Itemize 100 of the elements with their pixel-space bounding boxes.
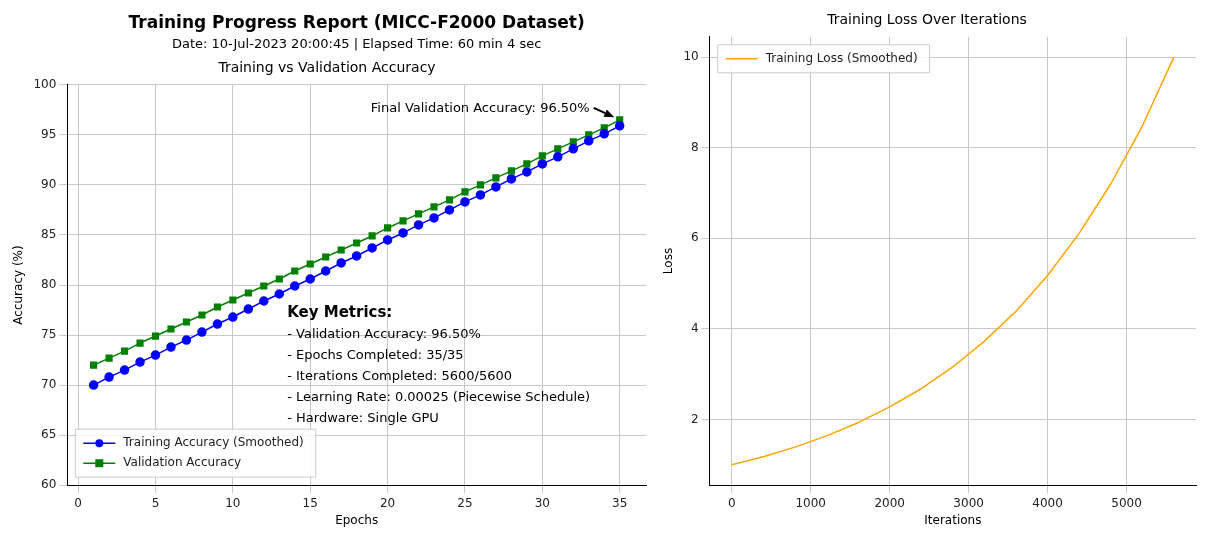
point bbox=[399, 217, 407, 225]
legend-label: Training Loss (Smoothed) bbox=[764, 50, 918, 65]
annotation: - Hardware: Single GPU bbox=[287, 410, 439, 426]
point bbox=[320, 266, 331, 276]
point bbox=[306, 260, 314, 268]
point bbox=[198, 311, 206, 319]
point bbox=[537, 159, 548, 169]
point bbox=[337, 246, 345, 254]
point bbox=[243, 304, 254, 314]
point bbox=[584, 136, 594, 146]
y-tick-label: 70 bbox=[41, 377, 57, 392]
legend-label: Validation Accuracy bbox=[123, 455, 242, 470]
point bbox=[259, 296, 269, 306]
x-tick-label: 30 bbox=[534, 495, 550, 510]
y-tick-label: 65 bbox=[41, 427, 57, 442]
point bbox=[414, 210, 423, 218]
y-tick-label: 100 bbox=[33, 76, 57, 91]
x-tick-label: 5000 bbox=[1111, 495, 1142, 510]
point bbox=[368, 232, 376, 240]
point bbox=[213, 303, 221, 311]
point bbox=[614, 121, 625, 131]
point bbox=[353, 239, 361, 247]
y-tick-label: 80 bbox=[41, 277, 57, 292]
point bbox=[229, 296, 237, 304]
point bbox=[275, 275, 283, 283]
y-tick-label: 2 bbox=[691, 411, 699, 426]
y-axis-title: Accuracy (%) bbox=[11, 245, 26, 325]
point bbox=[305, 274, 315, 284]
point bbox=[119, 365, 130, 375]
point bbox=[136, 339, 144, 347]
point bbox=[336, 258, 346, 268]
point bbox=[228, 312, 238, 322]
x-tick-label: 3000 bbox=[953, 495, 984, 510]
point bbox=[351, 251, 362, 261]
x-tick-label: 0 bbox=[74, 495, 82, 510]
y-axis-title: Loss bbox=[661, 247, 676, 275]
point bbox=[568, 144, 579, 154]
point bbox=[444, 205, 455, 215]
chart-title: Training vs Validation Accuracy bbox=[217, 59, 436, 76]
point bbox=[182, 318, 191, 326]
point bbox=[569, 138, 577, 146]
point bbox=[460, 197, 470, 207]
point bbox=[212, 319, 223, 329]
point bbox=[104, 372, 114, 382]
point bbox=[135, 357, 145, 367]
point bbox=[322, 253, 330, 261]
x-tick-label: 2000 bbox=[874, 495, 905, 510]
x-tick-label: 35 bbox=[612, 495, 628, 510]
x-tick-label: 5 bbox=[151, 495, 160, 510]
point bbox=[382, 235, 393, 245]
point bbox=[398, 228, 408, 238]
chart-title: Training Loss Over Iterations bbox=[826, 11, 1027, 28]
point bbox=[150, 350, 161, 360]
x-tick-label: 25 bbox=[457, 495, 473, 510]
x-tick-label: 1000 bbox=[795, 495, 826, 510]
point bbox=[599, 129, 609, 139]
point bbox=[120, 347, 129, 355]
point bbox=[274, 289, 285, 299]
y-tick-label: 10 bbox=[683, 49, 699, 64]
annotation: - Iterations Completed: 5600/5600 bbox=[287, 368, 513, 384]
point bbox=[491, 182, 501, 192]
point bbox=[151, 332, 160, 340]
point bbox=[522, 167, 532, 177]
point bbox=[181, 335, 192, 345]
text: Date: 10-Jul-2023 20:00:45 | Elapsed Time: 60 min 4 sec bbox=[171, 36, 542, 51]
point bbox=[105, 354, 113, 362]
point bbox=[290, 281, 300, 291]
point bbox=[166, 342, 176, 352]
annotation: - Learning Rate: 0.00025 (Piecewise Schedule) bbox=[287, 389, 591, 405]
legend-label: Training Accuracy (Smoothed) bbox=[122, 435, 304, 450]
annotation: - Epochs Completed: 35/35 bbox=[287, 347, 464, 363]
y-tick-label: 90 bbox=[41, 177, 57, 192]
y-tick-label: 60 bbox=[41, 477, 57, 492]
point bbox=[507, 167, 515, 175]
point bbox=[367, 243, 377, 253]
y-tick-label: 95 bbox=[41, 126, 57, 141]
y-tick-label: 85 bbox=[41, 227, 57, 242]
point bbox=[538, 152, 546, 160]
x-axis-title: Epochs bbox=[335, 512, 379, 527]
x-tick-label: 0 bbox=[727, 495, 736, 510]
point bbox=[476, 181, 485, 189]
y-tick-label: 6 bbox=[691, 230, 699, 245]
point bbox=[197, 327, 207, 337]
point bbox=[167, 325, 175, 333]
point bbox=[413, 220, 424, 230]
x-tick-label: 15 bbox=[302, 495, 318, 510]
x-tick-label: 4000 bbox=[1032, 495, 1063, 510]
point bbox=[506, 174, 517, 184]
point bbox=[90, 361, 98, 369]
point bbox=[475, 190, 486, 200]
point bbox=[291, 267, 299, 275]
text: Training Progress Report (MICC-F2000 Dataset) bbox=[128, 12, 585, 32]
annotation: - Validation Accuracy: 96.50% bbox=[287, 326, 481, 342]
annotation: Key Metrics: bbox=[287, 303, 393, 322]
point bbox=[244, 289, 252, 297]
y-tick-label: 75 bbox=[41, 327, 57, 342]
annotation: Final Validation Accuracy: 96.50% bbox=[370, 99, 590, 115]
point bbox=[554, 145, 562, 153]
point bbox=[445, 196, 454, 204]
point bbox=[523, 160, 531, 168]
